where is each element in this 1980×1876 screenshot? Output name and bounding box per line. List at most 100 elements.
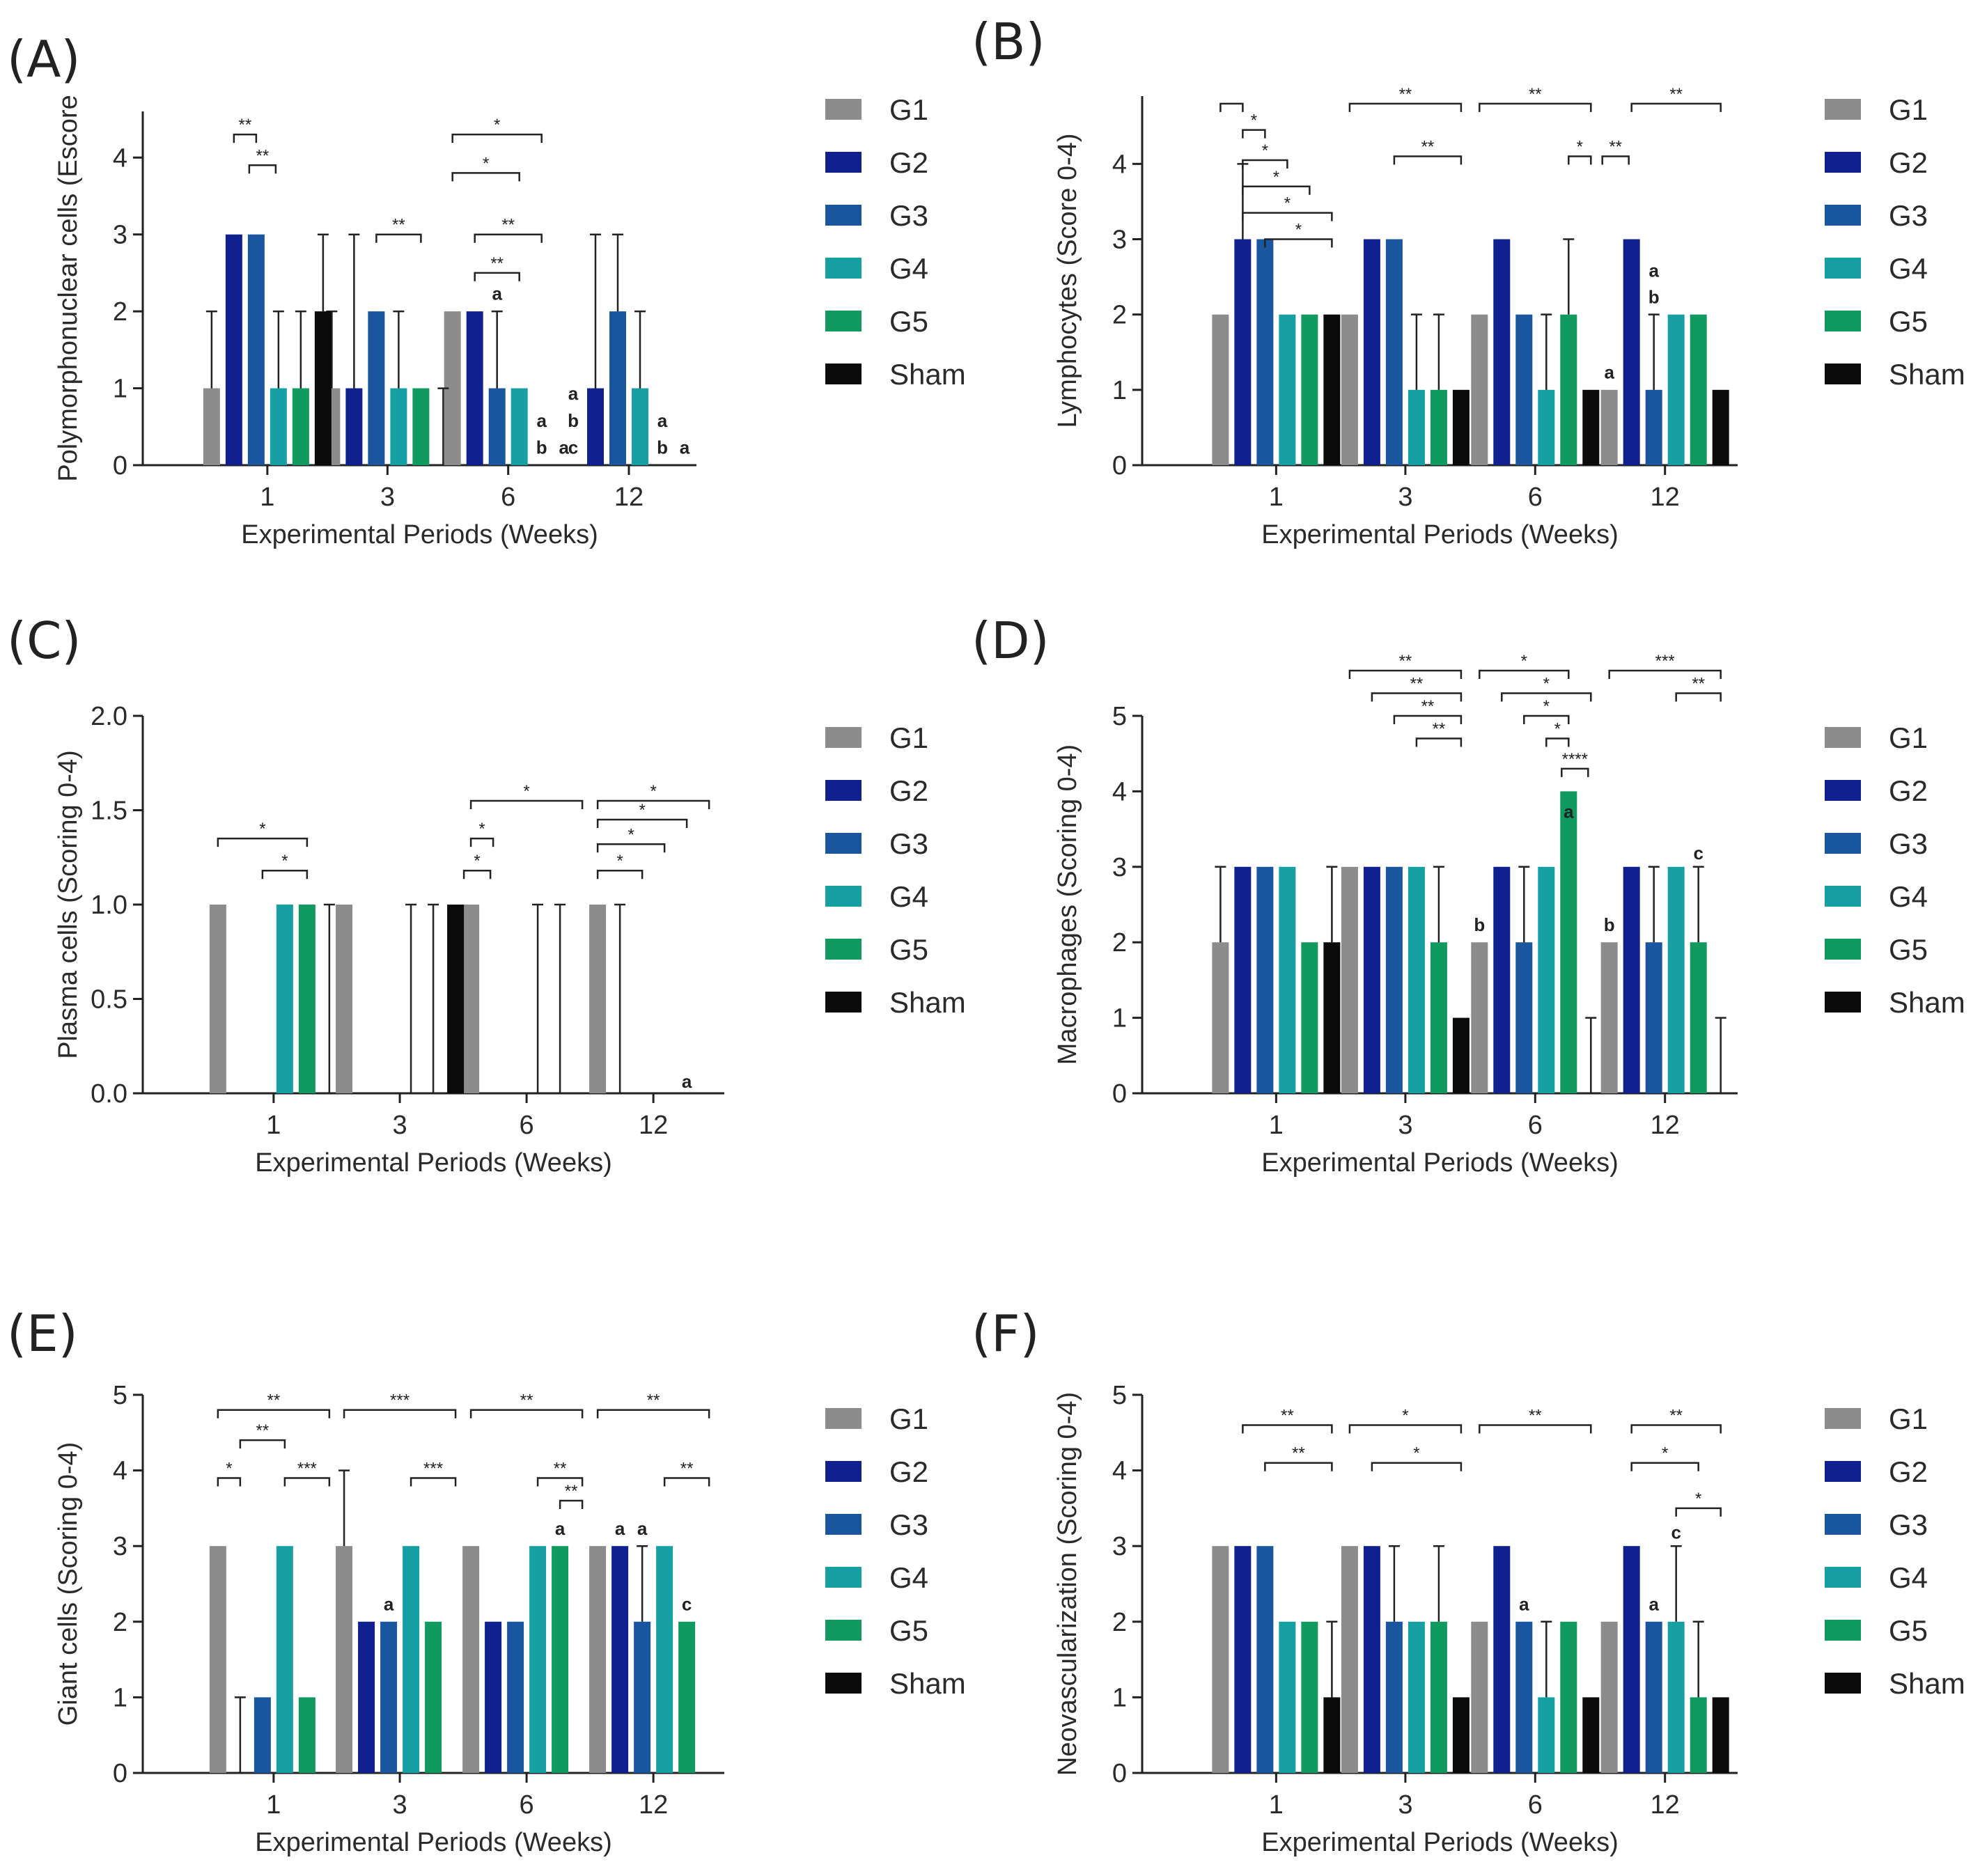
x-tick-label: 6 [1528,1790,1543,1820]
significance-bracket [217,837,309,847]
significance-bracket [474,272,520,281]
significance-label: *** [390,1391,410,1410]
significance-bracket [1348,102,1463,112]
significance-bracket [375,233,422,243]
significance-bracket [451,133,543,143]
legend-swatch-g2 [1825,152,1861,173]
y-tick-label: 1 [1112,376,1127,405]
significance-label: ** [1292,1444,1305,1463]
significance-label: ** [1669,85,1683,104]
y-tick-label: 5 [1112,702,1127,731]
significance-label: * [1251,111,1257,130]
significance-bracket [217,1409,331,1418]
significance-label: ** [1399,652,1412,671]
significance-bracket [451,172,520,182]
legend-label-g1: G1 [1889,721,1928,754]
significance-bracket [596,869,644,880]
bar-g4-week-6 [1538,1697,1555,1773]
y-tick-label: 3 [1112,226,1127,255]
bar-g5-week-12 [1690,314,1707,465]
legend-swatch-sham [1825,364,1861,384]
y-tick-label: 3 [1112,1532,1127,1561]
panel-label: (C) [7,611,81,670]
legend-swatch-sham [825,1673,862,1694]
bar-g3-week-1 [1256,1546,1274,1773]
letter-annotation: b [568,410,579,431]
bar-sham-week-6 [1582,1697,1600,1773]
legend: G1 G2 G3 G4 G5 Sham [825,93,966,391]
significance-label: ** [392,216,405,235]
significance-label: * [1273,168,1279,187]
bar-g2-week-3 [1363,1546,1380,1773]
significance-label: **** [1562,750,1588,769]
letter-annotation: a [384,1594,394,1615]
y-tick-label: 2 [1112,301,1127,330]
legend-label-g1: G1 [889,93,928,126]
significance-label: ** [1421,697,1435,716]
bar-sham-week-1 [1323,942,1341,1093]
bar-g2-week-1 [225,234,242,465]
legend-swatch-g5 [825,1620,862,1641]
y-tick-label: 4 [113,1457,127,1486]
significance-bracket [1479,1424,1592,1434]
significance-bracket [1523,714,1570,724]
legend-swatch-g3 [1825,205,1861,226]
legend-swatch-sham [1825,1673,1861,1694]
legend-swatch-g1 [825,727,862,748]
legend-swatch-g4 [825,886,862,907]
significance-bracket [1242,159,1288,169]
bar-g1-week-1 [1212,942,1229,1093]
x-tick-label: 1 [266,1790,281,1820]
significance-label: * [1402,1406,1408,1425]
bar-sham-week-3 [1452,1017,1470,1093]
significance-label: ** [520,1391,533,1410]
legend-swatch-g5 [1825,311,1861,331]
bar-g5-week-3 [1430,942,1447,1093]
bar-g2-week-6 [1493,239,1511,465]
legend-swatch-g1 [1825,1408,1861,1429]
letter-annotation: a [1648,260,1659,281]
significance-label: * [616,852,623,870]
significance-label: * [1295,221,1302,240]
bar-g4-week-1 [1279,1621,1296,1773]
significance-bracket [1393,155,1463,165]
x-tick-label: 1 [1269,1790,1284,1820]
bar-sham-week-12 [1712,389,1729,465]
y-tick-label: 3 [113,221,127,250]
x-tick-label: 3 [1398,483,1412,512]
significance-bracket [1675,692,1722,702]
bar-g5-week-6 [552,1546,569,1773]
x-tick-label: 12 [614,483,644,512]
bar-g3-week-3 [1385,1621,1403,1773]
y-axis-title: Macrophages (Scoring 0-4) [1053,744,1082,1065]
bar-g2-week-6 [466,311,483,465]
legend-swatch-g2 [1825,780,1861,801]
x-tick-label: 6 [520,1790,534,1820]
significance-label: * [1543,697,1550,716]
x-axis-title: Experimental Periods (Weeks) [1261,1828,1618,1857]
legend-label-g1: G1 [1889,1402,1928,1435]
significance-label: *** [297,1459,317,1478]
significance-label: * [1554,720,1561,739]
bar-g1-week-1 [1212,1546,1229,1773]
bar-g4-week-1 [270,388,287,465]
bar-g5-week-3 [1430,1621,1447,1773]
significance-label: * [639,801,645,820]
bar-g4-week-3 [403,1546,420,1773]
bar-g1-week-6 [1471,314,1488,465]
x-tick-label: 6 [501,483,515,512]
panel-label: (B) [972,13,1045,71]
legend-swatch-sham [825,992,862,1013]
significance-bracket [469,1409,584,1418]
x-tick-label: 6 [1528,483,1543,512]
bar-g4-week-3 [1408,1621,1425,1773]
bar-g1-week-1 [209,1546,226,1773]
legend-label-sham: Sham [1889,986,1965,1019]
bar-g2-week-1 [1234,239,1252,465]
significance-label: * [1695,1490,1701,1508]
bar-g4-week-12 [656,1546,673,1773]
significance-bracket [410,1477,457,1487]
y-tick-label: 0 [1112,1079,1127,1109]
significance-label: ** [1410,674,1424,693]
